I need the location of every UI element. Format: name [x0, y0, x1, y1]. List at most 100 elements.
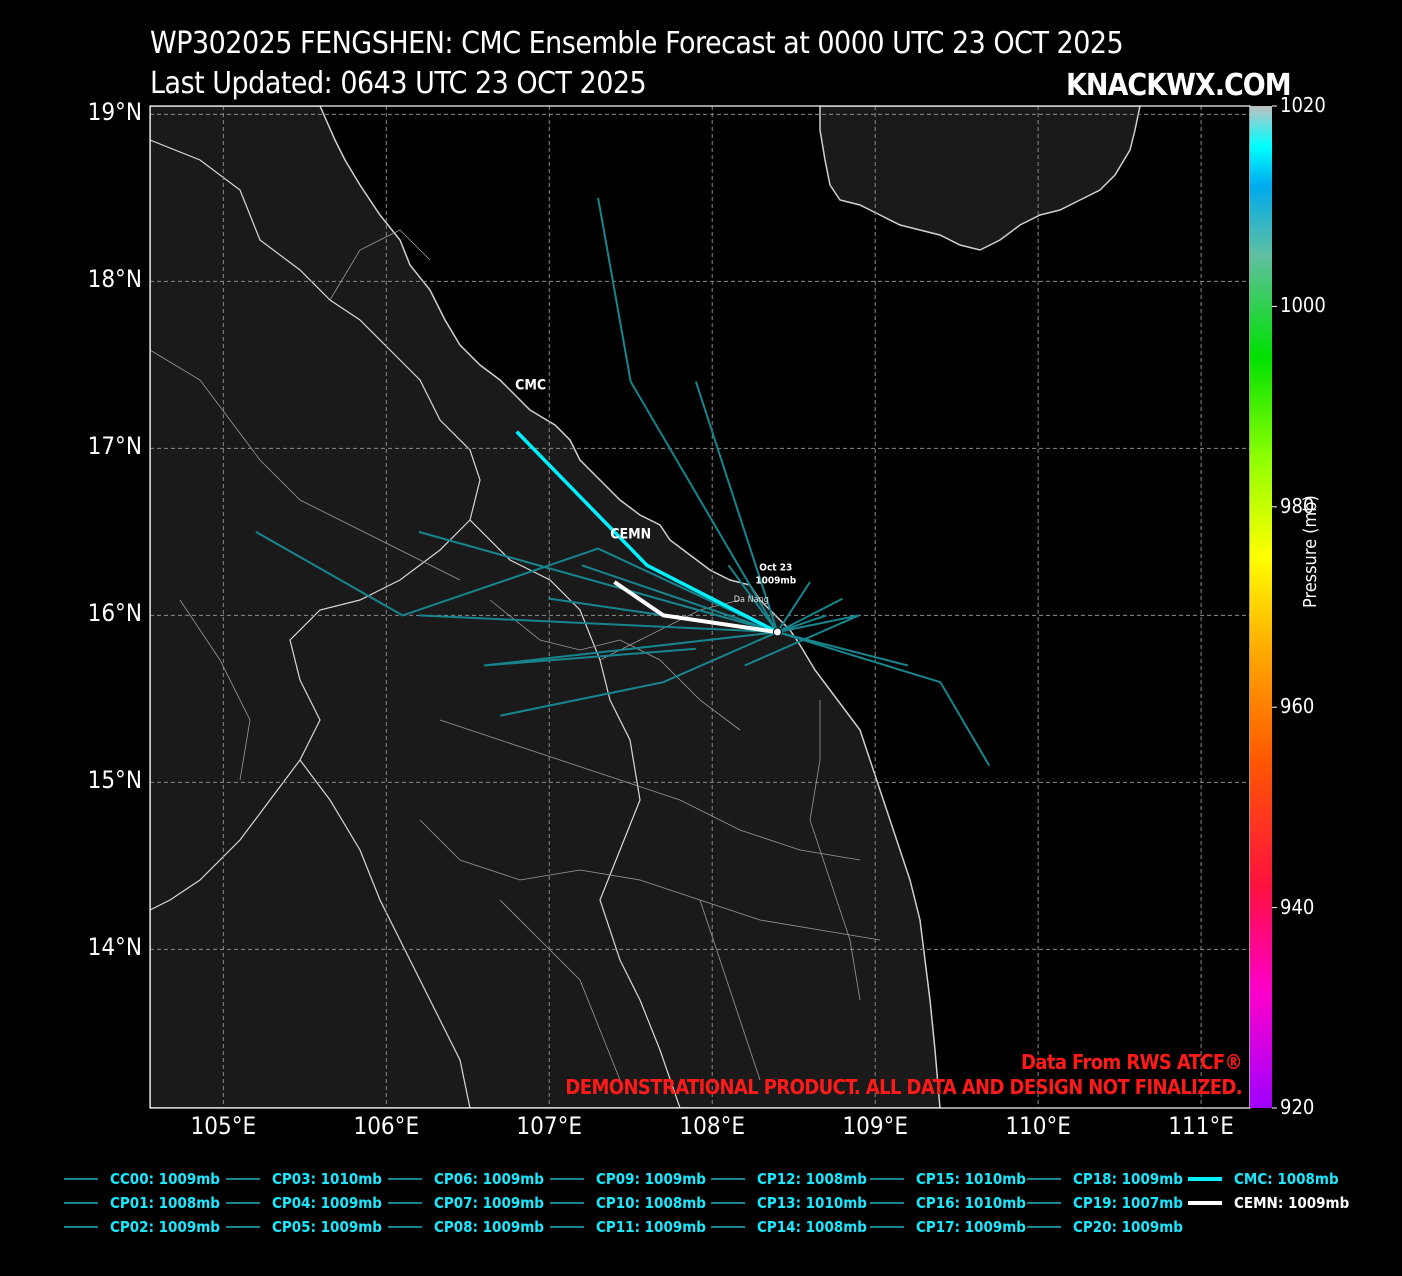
legend-item: CP20: 1009mb [1027, 1218, 1183, 1236]
legend-swatch [1188, 1201, 1222, 1205]
legend-item: CP09: 1009mb [550, 1170, 706, 1188]
hainan-island [819, 106, 1141, 251]
lon-label: 105°E [190, 1112, 257, 1140]
member-track [581, 564, 778, 634]
legend-label: CP19: 1007mb [1073, 1194, 1183, 1212]
legend-item: CP13: 1010mb [711, 1194, 867, 1212]
lon-label: 108°E [679, 1112, 746, 1140]
legend-label: CMC: 1008mb [1234, 1170, 1339, 1188]
member-track [777, 631, 991, 767]
member-track [418, 614, 778, 634]
cemn-label: CEMN [610, 527, 651, 543]
legend-item: CP08: 1009mb [388, 1218, 544, 1236]
legend-label: CP17: 1009mb [916, 1218, 1026, 1236]
legend-swatch [64, 1226, 98, 1228]
legend-label: CP18: 1009mb [1073, 1170, 1183, 1188]
legend-swatch [388, 1178, 422, 1180]
legend-item: CP02: 1009mb [64, 1218, 220, 1236]
legend-label: CP10: 1008mb [596, 1194, 706, 1212]
member-track [597, 197, 779, 633]
legend-swatch [1027, 1178, 1061, 1180]
lat-label: 19°N [87, 98, 142, 127]
legend-label: CP20: 1009mb [1073, 1218, 1183, 1236]
lat-label: 16°N [87, 599, 142, 628]
colorbar-tick-label: 980 [1280, 493, 1315, 518]
legend-swatch [388, 1226, 422, 1228]
legend-swatch [550, 1202, 584, 1204]
lat-label: 14°N [87, 933, 142, 962]
lat-label: 17°N [87, 432, 142, 461]
legend-item: CP15: 1010mb [870, 1170, 1026, 1188]
legend-swatch [550, 1226, 584, 1228]
legend-item: CP10: 1008mb [550, 1194, 706, 1212]
cmc-track [515, 430, 779, 634]
member-track [483, 631, 778, 667]
legend-swatch [226, 1178, 260, 1180]
legend-label: CP04: 1009mb [272, 1194, 382, 1212]
member-track [727, 564, 779, 633]
legend-swatch [711, 1178, 745, 1180]
legend-item: CC00: 1009mb [64, 1170, 220, 1188]
legend-item: CP03: 1010mb [226, 1170, 382, 1188]
chart-title: WP302025 FENGSHEN: CMC Ensemble Forecast… [150, 26, 1124, 61]
legend-label: CP05: 1009mb [272, 1218, 382, 1236]
member-track [500, 631, 778, 717]
data-source-note: Data From RWS ATCF® [1020, 1050, 1243, 1074]
lon-label: 109°E [842, 1112, 908, 1140]
legend-swatch [226, 1202, 260, 1204]
legend-item: CP17: 1009mb [870, 1218, 1026, 1236]
legend-item: CP05: 1009mb [226, 1218, 382, 1236]
legend-item: CP18: 1009mb [1027, 1170, 1183, 1188]
lat-label: 15°N [87, 766, 142, 795]
colorbar-tick-label: 1000 [1280, 293, 1326, 318]
legend-swatch [711, 1202, 745, 1204]
legend-label: CP06: 1009mb [434, 1170, 544, 1188]
last-updated: Last Updated: 0643 UTC 23 OCT 2025 [150, 66, 647, 101]
legend-label: CP08: 1009mb [434, 1218, 544, 1236]
colorbar-tick-label: 920 [1280, 1095, 1315, 1119]
legend-item: CP07: 1009mb [388, 1194, 544, 1212]
legend-item: CP04: 1009mb [226, 1194, 382, 1212]
lon-label: 110°E [1005, 1112, 1071, 1140]
disclaimer-note: DEMONSTRATIONAL PRODUCT. ALL DATA AND DE… [565, 1075, 1242, 1099]
legend-swatch [1188, 1177, 1222, 1181]
legend-label: CP14: 1008mb [757, 1218, 867, 1236]
lon-label: 106°E [353, 1112, 420, 1140]
country-borders [150, 139, 681, 1108]
city-label-da-nang: Da Nang [734, 595, 769, 605]
legend-label: CP03: 1010mb [272, 1170, 382, 1188]
legend-label: CP09: 1009mb [596, 1170, 706, 1188]
member-track [776, 581, 811, 633]
member-track [255, 531, 778, 634]
legend-label: CP01: 1008mb [110, 1194, 220, 1212]
member-track [776, 597, 844, 633]
legend-swatch [226, 1226, 260, 1228]
legend-swatch [64, 1202, 98, 1204]
legend-label: CP13: 1010mb [757, 1194, 867, 1212]
legend-label: CP15: 1010mb [916, 1170, 1026, 1188]
colorbar-tick-label: 1020 [1280, 93, 1326, 117]
legend-item: CP16: 1010mb [870, 1194, 1026, 1212]
legend-item: CP12: 1008mb [711, 1170, 867, 1188]
legend-label: CP07: 1009mb [434, 1194, 544, 1212]
init-position-marker [772, 627, 782, 637]
legend-label: CEMN: 1009mb [1234, 1194, 1350, 1212]
legend-item: CP11: 1009mb [550, 1218, 706, 1236]
member-track [694, 381, 779, 633]
graticule [150, 106, 1250, 1108]
member-track [744, 614, 860, 667]
legend-swatch [1027, 1226, 1061, 1228]
legend-swatch [711, 1226, 745, 1228]
legend-swatch [870, 1226, 904, 1228]
legend-label: CP16: 1010mb [916, 1194, 1026, 1212]
member-track [777, 631, 909, 667]
legend-swatch [1027, 1202, 1061, 1204]
legend-item: CEMN: 1009mb [1188, 1194, 1349, 1212]
colorbar-tick-label: 940 [1280, 894, 1315, 919]
init-pressure-label: 1009mb [755, 576, 796, 587]
legend-swatch [388, 1202, 422, 1204]
member-track [418, 530, 778, 634]
brand-logo: KNACKWX.COM [1066, 68, 1292, 103]
colorbar-tick-label: 960 [1280, 694, 1315, 719]
